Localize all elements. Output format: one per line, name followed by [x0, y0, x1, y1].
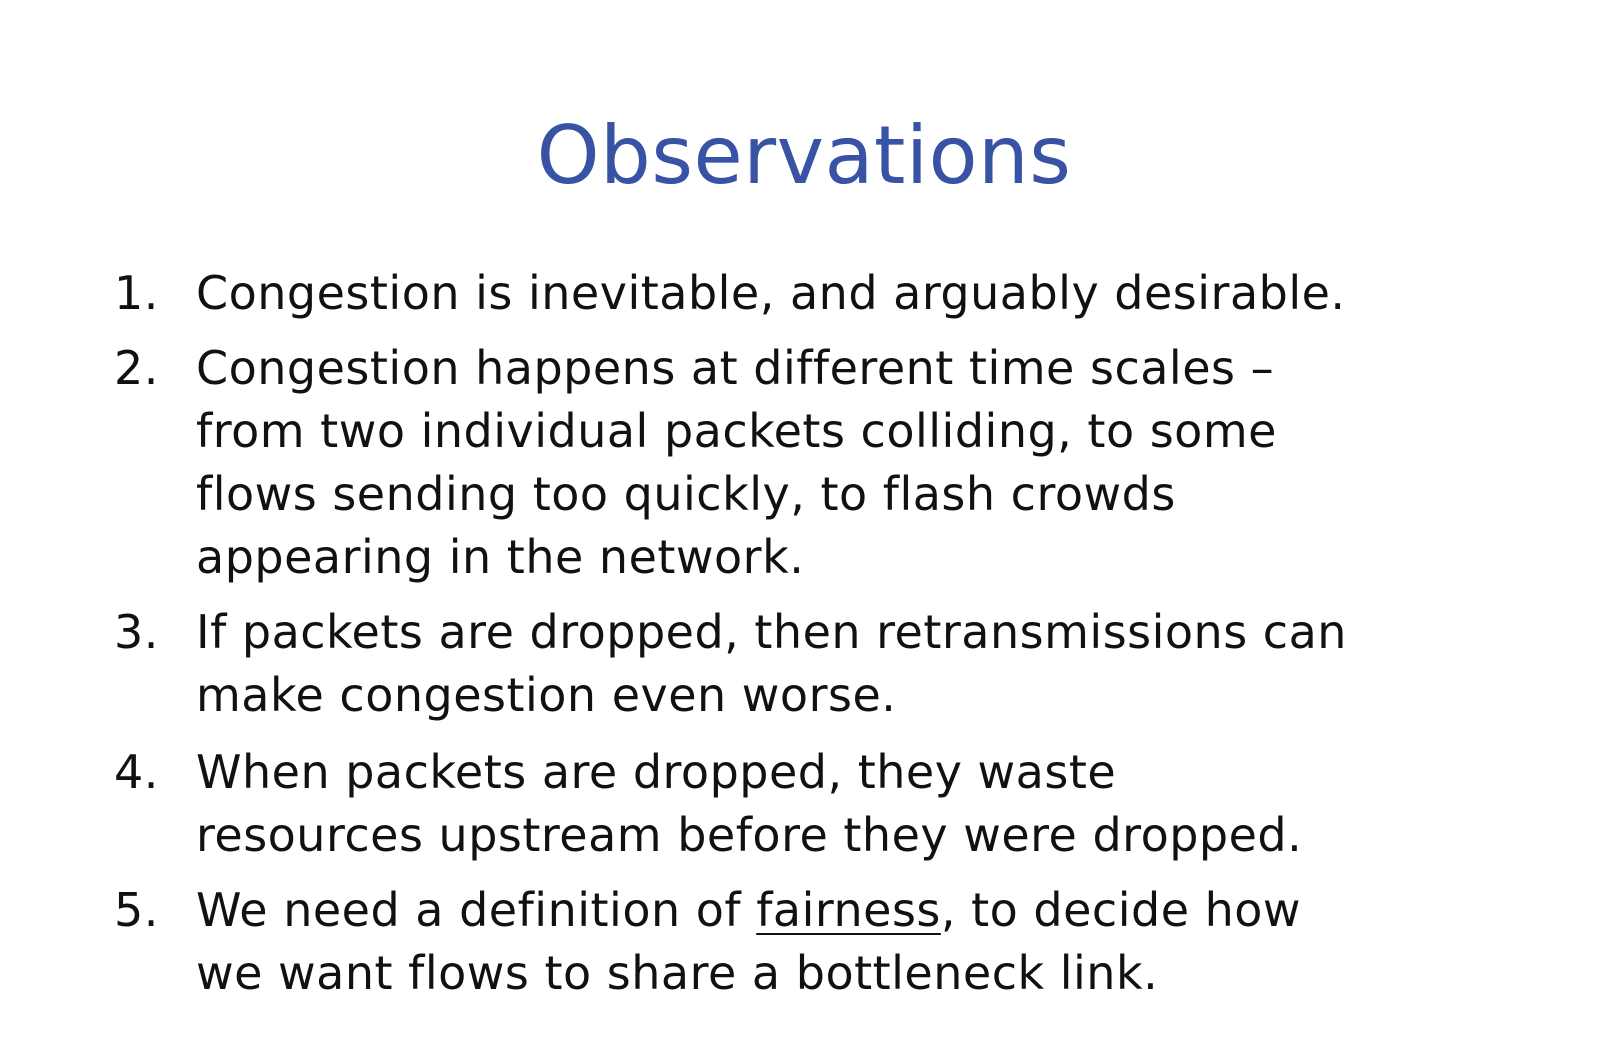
list-item: 2. Congestion happens at different time … [114, 337, 1554, 589]
text-line: flows sending too quickly, to flash crow… [196, 467, 1176, 521]
list-item: 1. Congestion is inevitable, and arguabl… [114, 262, 1554, 325]
text-line: Congestion is inevitable, and arguably d… [196, 266, 1346, 320]
slide-title: Observations [536, 109, 1072, 202]
list-item-number: 4. [114, 745, 159, 799]
list-item-text: When packets are dropped, they waste res… [196, 741, 1554, 867]
list-item-number: 5. [114, 883, 159, 937]
list-item-number: 2. [114, 341, 159, 395]
text-line: When packets are dropped, they waste [196, 745, 1117, 799]
text-segment: , to decide how [940, 883, 1302, 937]
text-line: appearing in the network. [196, 530, 805, 584]
list-item-text: If packets are dropped, then retransmiss… [196, 601, 1554, 727]
list-item-text: Congestion is inevitable, and arguably d… [196, 262, 1554, 325]
text-line: We need a definition of fairness, to dec… [196, 879, 1554, 942]
list-item-text: We need a definition of fairness, to dec… [196, 879, 1554, 1005]
list-item-text: Congestion happens at different time sca… [196, 337, 1554, 589]
fairness-underlined-term: fairness [756, 883, 941, 937]
list-item: 3. If packets are dropped, then retransm… [114, 601, 1554, 727]
text-line: Congestion happens at different time sca… [196, 341, 1275, 395]
list-item: 5. We need a definition of fairness, to … [114, 879, 1554, 1005]
text-line: make congestion even worse. [196, 668, 897, 722]
list-item: 4. When packets are dropped, they waste … [114, 741, 1554, 867]
observations-list: 1. Congestion is inevitable, and arguabl… [114, 262, 1554, 1005]
list-item-number: 3. [114, 605, 159, 659]
text-line: we want flows to share a bottleneck link… [196, 946, 1159, 1000]
text-line: from two individual packets colliding, t… [196, 404, 1277, 458]
list-item-number: 1. [114, 266, 159, 320]
text-line: resources upstream before they were drop… [196, 808, 1303, 862]
text-line: If packets are dropped, then retransmiss… [196, 605, 1347, 659]
text-segment: We need a definition of [196, 883, 757, 937]
